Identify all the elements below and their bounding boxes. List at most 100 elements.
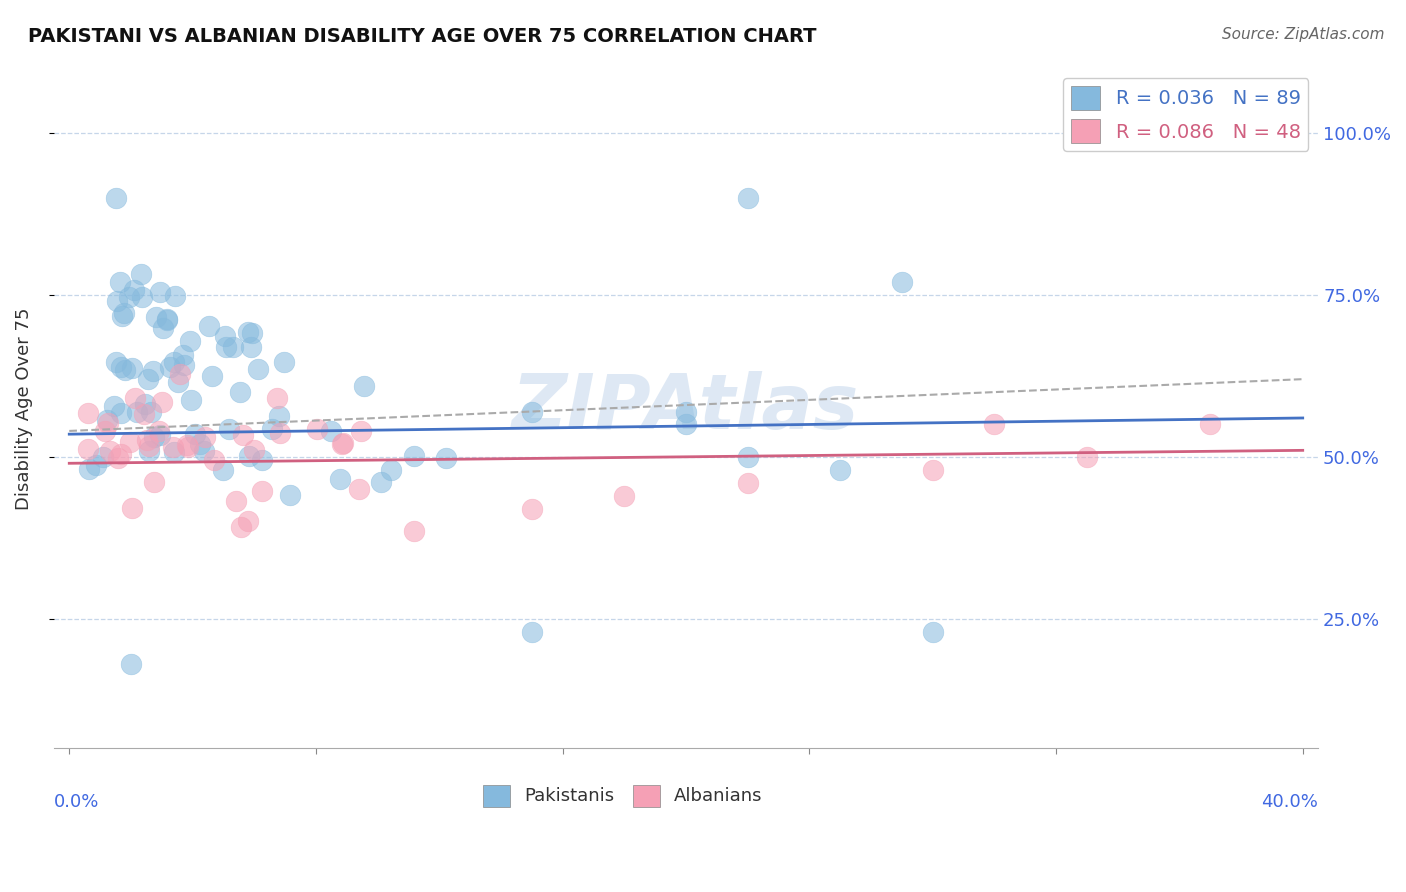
Point — [114, 306, 136, 320]
Point — [172, 348, 194, 362]
Point — [305, 422, 328, 436]
Point — [173, 358, 195, 372]
Text: 40.0%: 40.0% — [1261, 793, 1319, 812]
Point — [142, 364, 165, 378]
Point — [250, 483, 273, 498]
Point — [262, 422, 284, 436]
Point — [132, 407, 155, 421]
Point — [229, 384, 252, 399]
Point — [737, 475, 759, 490]
Point — [737, 191, 759, 205]
Point — [152, 320, 174, 334]
Point — [136, 434, 159, 448]
Text: Source: ZipAtlas.com: Source: ZipAtlas.com — [1222, 27, 1385, 42]
Point — [675, 417, 697, 432]
Point — [247, 361, 270, 376]
Point — [214, 329, 236, 343]
Point — [890, 275, 912, 289]
Point — [434, 450, 457, 465]
Point — [139, 404, 162, 418]
Point — [278, 487, 301, 501]
Point — [273, 355, 295, 369]
Point — [169, 367, 191, 381]
Point — [84, 458, 107, 472]
Point — [167, 376, 190, 390]
Point — [201, 369, 224, 384]
Point — [269, 409, 291, 424]
Point — [98, 443, 121, 458]
Point — [145, 310, 167, 325]
Point — [122, 283, 145, 297]
Point — [236, 325, 259, 339]
Point — [675, 404, 697, 418]
Text: 0.0%: 0.0% — [53, 793, 100, 812]
Point — [97, 416, 120, 430]
Point — [243, 443, 266, 458]
Point — [319, 424, 342, 438]
Point — [143, 430, 166, 444]
Point — [830, 463, 852, 477]
Point — [202, 452, 225, 467]
Point — [252, 453, 274, 467]
Point — [131, 290, 153, 304]
Point — [156, 312, 179, 326]
Point — [110, 406, 132, 420]
Point — [111, 309, 134, 323]
Point — [79, 462, 101, 476]
Point — [162, 440, 184, 454]
Point — [163, 289, 186, 303]
Point — [402, 450, 425, 464]
Point — [329, 471, 352, 485]
Point — [148, 424, 170, 438]
Point — [77, 406, 100, 420]
Point — [118, 434, 141, 449]
Point — [103, 399, 125, 413]
Point — [124, 391, 146, 405]
Point — [215, 341, 238, 355]
Point — [114, 363, 136, 377]
Point — [197, 319, 219, 334]
Point — [188, 437, 211, 451]
Point — [149, 428, 172, 442]
Point — [107, 450, 129, 465]
Point — [138, 372, 160, 386]
Point — [983, 417, 1005, 432]
Point — [225, 494, 247, 508]
Point — [520, 404, 543, 418]
Point — [110, 447, 132, 461]
Point — [121, 501, 143, 516]
Point — [350, 424, 373, 438]
Point — [404, 524, 426, 539]
Point — [242, 326, 264, 340]
Point — [194, 430, 217, 444]
Point — [159, 360, 181, 375]
Point — [110, 359, 132, 374]
Point — [1353, 243, 1375, 257]
Point — [180, 392, 202, 407]
Point — [176, 438, 198, 452]
Point — [222, 340, 245, 354]
Point — [236, 514, 259, 528]
Point — [118, 290, 141, 304]
Point — [380, 463, 402, 477]
Point — [163, 445, 186, 459]
Point — [104, 191, 127, 205]
Point — [921, 463, 943, 477]
Point — [149, 285, 172, 300]
Point — [105, 355, 128, 369]
Point — [269, 426, 291, 441]
Point — [1199, 417, 1222, 432]
Point — [239, 340, 262, 354]
Text: ZIPAtlas: ZIPAtlas — [512, 371, 859, 445]
Point — [353, 379, 375, 393]
Point — [232, 428, 254, 442]
Point — [332, 436, 354, 450]
Text: PAKISTANI VS ALBANIAN DISABILITY AGE OVER 75 CORRELATION CHART: PAKISTANI VS ALBANIAN DISABILITY AGE OVE… — [28, 27, 817, 45]
Point — [370, 475, 392, 489]
Point — [120, 657, 142, 671]
Point — [183, 426, 205, 441]
Point — [96, 413, 118, 427]
Point — [138, 439, 160, 453]
Point — [94, 424, 117, 438]
Point — [520, 501, 543, 516]
